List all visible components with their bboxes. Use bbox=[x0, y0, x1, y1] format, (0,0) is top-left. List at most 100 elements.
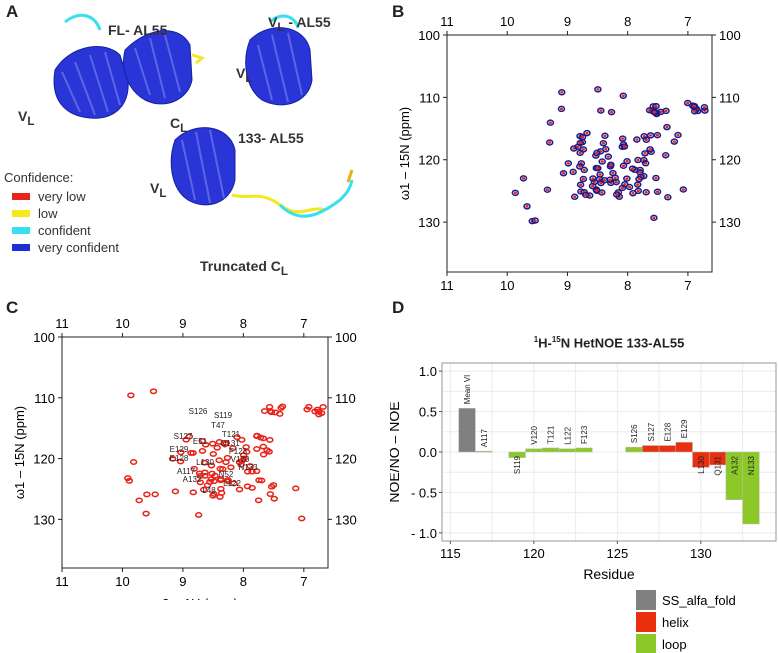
vl-al55-sub: L bbox=[277, 20, 285, 34]
peak-vl bbox=[578, 151, 582, 155]
x-tick-label-top: 11 bbox=[55, 316, 69, 331]
x-tick-label: 120 bbox=[523, 546, 545, 561]
peak bbox=[311, 408, 319, 415]
vl-text: V bbox=[236, 65, 246, 81]
peak-vl bbox=[625, 177, 629, 180]
x-tick-label: 10 bbox=[500, 278, 514, 293]
peak bbox=[233, 434, 241, 441]
peak bbox=[149, 388, 158, 395]
peak-fl bbox=[580, 166, 589, 174]
peak-label: A117 bbox=[177, 467, 196, 476]
peak-vl bbox=[693, 110, 697, 113]
peak bbox=[213, 444, 221, 451]
peak bbox=[177, 449, 185, 456]
x-axis-label: ω2 – 1H (ppm) bbox=[152, 596, 238, 600]
x-axis-label: Residue bbox=[583, 566, 635, 582]
loop-low bbox=[191, 53, 206, 65]
peak bbox=[243, 468, 252, 475]
peak-vl bbox=[609, 163, 613, 167]
peak bbox=[256, 434, 265, 441]
peak-fl bbox=[636, 169, 644, 176]
panel-label-c: C bbox=[6, 298, 19, 317]
y-tick-label: - 0.5 bbox=[411, 485, 437, 500]
peak bbox=[235, 486, 244, 493]
peak bbox=[210, 478, 218, 485]
peak-label: L48 bbox=[202, 486, 216, 495]
peak-label: Q131 bbox=[220, 439, 240, 448]
peak bbox=[142, 510, 150, 517]
peak-vl bbox=[655, 133, 660, 137]
confidence-label: very confident bbox=[38, 240, 119, 255]
truncated-tail-low bbox=[231, 193, 326, 214]
peak-vl bbox=[672, 140, 676, 143]
x-tick-label: 7 bbox=[684, 278, 691, 293]
y-tick-label: 110 bbox=[419, 90, 440, 105]
peak-label: T47 bbox=[211, 421, 225, 430]
vl-al55-label: VL - AL55 bbox=[268, 14, 331, 34]
peak-fl bbox=[600, 177, 609, 184]
x-tick-label: 7 bbox=[300, 574, 307, 589]
peak-fl bbox=[664, 194, 672, 201]
truncated-tail-confident bbox=[278, 179, 354, 218]
peak-fl bbox=[612, 191, 621, 198]
legend-swatch bbox=[636, 634, 656, 653]
peak-label: A132 bbox=[183, 475, 202, 484]
peak bbox=[238, 457, 247, 464]
peak-fl bbox=[619, 162, 628, 170]
peak-vl bbox=[573, 195, 577, 199]
peak bbox=[151, 491, 159, 498]
peak-vl bbox=[578, 141, 582, 145]
peak-vl bbox=[599, 109, 603, 112]
peak bbox=[297, 515, 306, 522]
peak-fl bbox=[653, 188, 662, 195]
beta-strands bbox=[61, 32, 303, 204]
peak-fl bbox=[642, 189, 650, 196]
confidence-item: very low bbox=[4, 188, 119, 205]
peak-vl bbox=[664, 153, 668, 157]
peak bbox=[190, 465, 198, 472]
bar-label: E129 bbox=[680, 419, 689, 438]
x-tick-label: 115 bbox=[440, 546, 461, 561]
peak bbox=[265, 403, 274, 410]
peak-vl bbox=[545, 188, 550, 192]
chart-title-part: H- bbox=[538, 335, 552, 351]
peak-fl bbox=[559, 169, 568, 177]
confidence-swatch bbox=[12, 227, 30, 234]
legend-label: loop bbox=[662, 637, 687, 652]
peak-fl bbox=[577, 160, 586, 167]
peak-vl bbox=[600, 160, 604, 163]
peak bbox=[171, 488, 180, 495]
peak bbox=[194, 512, 203, 518]
y-tick-label: 100 bbox=[33, 330, 55, 345]
plot-frame bbox=[446, 34, 713, 273]
peak-fl bbox=[578, 133, 587, 141]
peak-fl bbox=[620, 143, 629, 150]
peak-fl bbox=[650, 214, 658, 222]
vl-sub: L bbox=[159, 186, 167, 200]
y-tick-label-right: 130 bbox=[335, 512, 357, 527]
peak bbox=[229, 445, 237, 451]
peak-vl bbox=[580, 135, 585, 139]
peak bbox=[260, 408, 269, 414]
peak-fl bbox=[635, 175, 643, 183]
peak-vl bbox=[635, 138, 639, 141]
t133-label: 133- AL55 bbox=[238, 130, 304, 146]
y-tick-label: 1.0 bbox=[419, 364, 437, 379]
peak-vl bbox=[620, 186, 625, 190]
bar-label: T121 bbox=[547, 425, 556, 444]
peak-fl bbox=[523, 203, 531, 210]
bar bbox=[525, 448, 543, 453]
bar bbox=[558, 448, 576, 453]
peak bbox=[182, 436, 190, 443]
peak-fl bbox=[589, 175, 597, 182]
peak-vl bbox=[548, 121, 552, 124]
confidence-swatch bbox=[12, 210, 30, 217]
x-tick-label-top: 8 bbox=[240, 316, 247, 331]
peak-fl bbox=[592, 187, 601, 195]
peak-vl bbox=[686, 101, 690, 105]
peak-vl bbox=[631, 191, 635, 195]
peak-vl bbox=[676, 133, 680, 137]
peak bbox=[252, 468, 261, 475]
peak-fl bbox=[531, 217, 539, 224]
bar-label: S126 bbox=[630, 424, 639, 443]
